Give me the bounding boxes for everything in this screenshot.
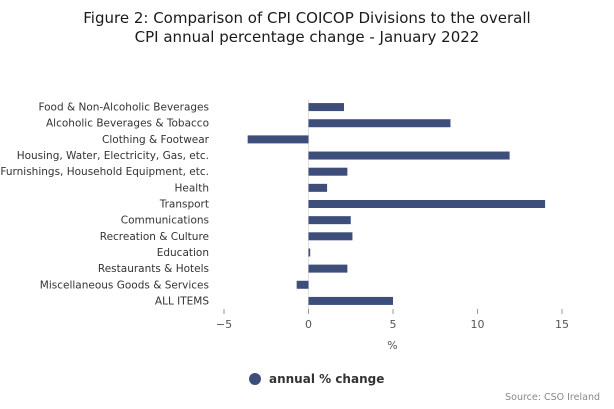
x-tick-label: 15 [555, 318, 569, 331]
x-tick-label: 0 [305, 318, 312, 331]
category-label: Housing, Water, Electricity, Gas, etc. [17, 150, 209, 162]
category-label: Health [175, 182, 209, 194]
bar [308, 183, 328, 192]
category-label: Communications [121, 215, 209, 227]
category-label: Food & Non-Alcoholic Beverages [38, 102, 209, 114]
bar [296, 280, 309, 289]
bar [308, 167, 348, 176]
x-axis-title: % [387, 339, 397, 352]
bar [308, 296, 393, 305]
category-label: Recreation & Culture [100, 231, 209, 243]
category-label: Transport [159, 199, 209, 211]
bar [308, 103, 344, 112]
source-note: Source: CSO Ireland [505, 392, 600, 403]
category-label: Clothing & Footwear [102, 134, 210, 146]
bar [308, 119, 451, 128]
category-label: Furnishings, Household Equipment, etc. [0, 166, 209, 178]
bar [308, 232, 353, 241]
bar [308, 264, 348, 273]
bar [308, 200, 546, 208]
x-tick-label: −5 [216, 318, 232, 331]
bar [308, 248, 311, 257]
category-label: Miscellaneous Goods & Services [40, 279, 209, 291]
category-label: Education [157, 247, 209, 259]
x-tick-label: 10 [471, 318, 485, 331]
bar [308, 216, 351, 225]
category-label: Alcoholic Beverages & Tobacco [46, 118, 209, 130]
legend[interactable]: annual % change [249, 372, 384, 386]
bar [308, 151, 510, 160]
legend-label: annual % change [269, 372, 385, 386]
category-label: Restaurants & Hotels [98, 263, 209, 275]
chart-title-line-2: CPI annual percentage change - January 2… [134, 28, 480, 46]
legend-marker-icon [249, 373, 261, 385]
chart-title-line-1: Figure 2: Comparison of CPI COICOP Divis… [83, 9, 531, 27]
bar [247, 135, 309, 144]
category-label: ALL ITEMS [155, 295, 209, 307]
x-tick-label: 5 [390, 318, 397, 331]
plot-area: Food & Non-Alcoholic Beverages Alcoholic … [0, 99, 569, 331]
